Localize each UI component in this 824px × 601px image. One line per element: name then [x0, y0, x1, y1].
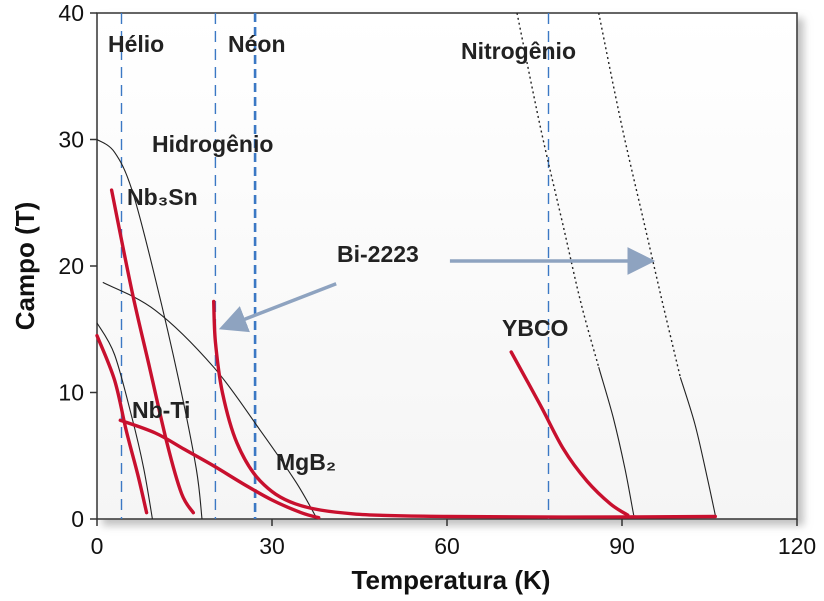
extrapolation-ybco — [516, 12, 600, 368]
series-ybco — [509, 350, 630, 517]
series-mgb2 — [118, 418, 321, 520]
series-nb3sn — [109, 188, 195, 515]
envelope-nb3sn — [96, 139, 203, 520]
arrow-bi2223-left — [218, 282, 337, 333]
annotation-nb3sn: Nb₃Sn — [127, 184, 198, 210]
y-axis-title: Campo (T) — [10, 202, 40, 331]
x-axis-title: Temperatura (K) — [352, 565, 551, 595]
x-tick-label-0: 0 — [91, 533, 104, 559]
y-tick-label-20: 20 — [58, 253, 84, 279]
y-tick-label-30: 30 — [58, 127, 84, 153]
annotation-nbti: Nb-Ti — [132, 397, 190, 423]
y-tick-label-10: 10 — [58, 380, 84, 406]
annotation-helio: Hélio — [108, 31, 164, 57]
envelope-bi2223-upper — [679, 377, 716, 516]
y-tick-label-0: 0 — [71, 506, 84, 532]
plot-area — [96, 12, 798, 520]
series-nb-ti — [95, 333, 149, 515]
series-bi-2223 — [212, 299, 717, 519]
extrapolation-bi2223 — [598, 12, 681, 378]
x-tick-label-120: 120 — [778, 533, 816, 559]
x-tick-label-90: 90 — [609, 533, 635, 559]
annotation-ybco: YBCO — [502, 315, 568, 341]
annotation-neon: Néon — [228, 31, 286, 57]
envelope-ybco-upper — [598, 367, 635, 516]
annotation-mgb2: MgB₂ — [276, 449, 336, 475]
annotation-nitrogenio: Nitrogênio — [461, 38, 576, 64]
annotation-hidrogenio: Hidrogênio — [152, 131, 273, 157]
envelope-nbti — [96, 322, 153, 520]
annotation-bi2223: Bi-2223 — [337, 241, 419, 267]
y-tick-label-40: 40 — [58, 0, 84, 26]
envelope-mgb2 — [102, 281, 317, 517]
x-tick-label-60: 60 — [434, 533, 460, 559]
x-tick-label-30: 30 — [259, 533, 285, 559]
